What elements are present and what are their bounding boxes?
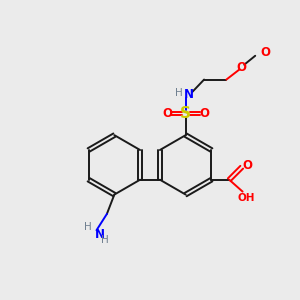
Text: OH: OH [237,193,255,202]
Text: O: O [162,107,172,120]
Text: O: O [199,107,209,120]
Text: H: H [84,222,92,232]
Text: O: O [242,159,252,172]
Text: S: S [180,106,191,121]
Text: N: N [184,88,194,101]
Text: H: H [175,88,183,98]
Text: N: N [94,228,104,241]
Text: H: H [101,235,109,245]
Text: O: O [261,46,271,59]
Text: O: O [237,61,247,74]
